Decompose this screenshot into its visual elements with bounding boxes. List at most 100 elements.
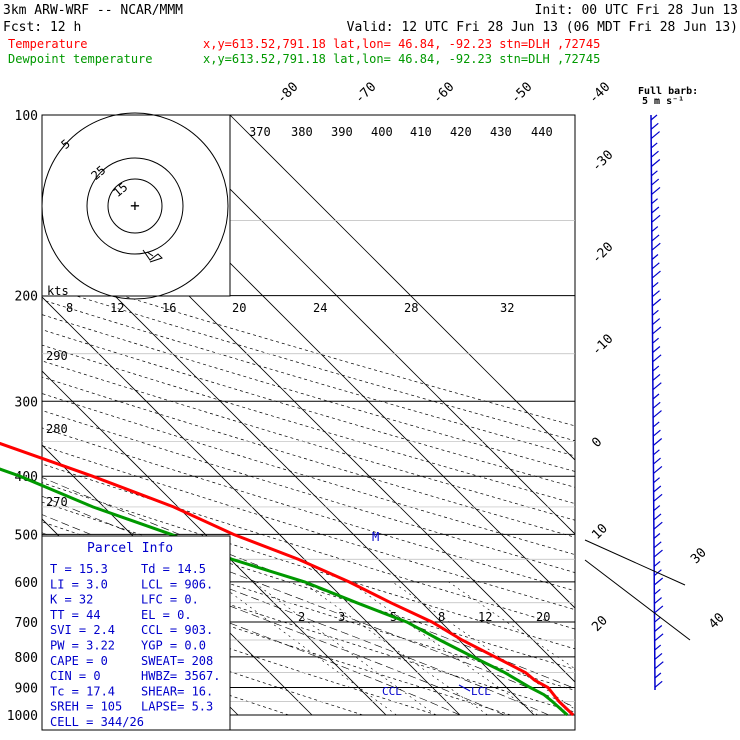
barb-speed-tick: 30 xyxy=(688,545,710,567)
wind-barb xyxy=(652,354,662,363)
temperature-series-line xyxy=(0,441,575,717)
parcel-info-right: HWBZ= 3567. xyxy=(141,669,220,683)
wind-barb xyxy=(651,270,661,279)
isotherm-line xyxy=(42,370,387,716)
wind-barb xyxy=(651,226,659,233)
wind-barb xyxy=(650,142,658,149)
wind-barbs: 30 40 xyxy=(584,114,728,691)
wind-barb xyxy=(650,122,659,130)
theta-label: 290 xyxy=(46,349,68,363)
wind-barb xyxy=(653,560,661,567)
isotherm-line xyxy=(155,115,575,535)
theta-label: 280 xyxy=(46,422,68,436)
wind-barb xyxy=(654,661,664,670)
mixing-ratio-line xyxy=(253,581,436,716)
wind-barb xyxy=(652,326,662,335)
pressure-label: 700 xyxy=(15,616,38,631)
pressure-label: 500 xyxy=(15,528,38,543)
barb-legend-line2: 5 m s⁻¹ xyxy=(642,96,684,107)
wind-barb xyxy=(653,457,661,465)
isotherm-label: -50 xyxy=(508,80,535,107)
wind-barb xyxy=(653,541,662,549)
wind-barb xyxy=(653,505,661,512)
parcel-info-right: LAPSE= 5.3 xyxy=(141,700,213,714)
lcl-pointer xyxy=(458,684,471,692)
parcel-info-panel: Parcel Info T = 15.3 Td = 14.5 LI = 3.0 LCL… xyxy=(41,535,231,731)
theta-label: 400 xyxy=(371,125,393,139)
hodograph-origin: + xyxy=(130,196,140,215)
wind-barb xyxy=(652,318,661,326)
isotherm-labels: -80 -70 -60 -50 -40 -30 -20 -10 0 10 20 xyxy=(274,80,616,635)
ccl-marker: CCL xyxy=(382,685,402,698)
speed-tick: 28 xyxy=(404,301,418,315)
wind-barb xyxy=(651,206,660,214)
mixing-ratio-line xyxy=(302,581,488,716)
wind-barb xyxy=(652,382,662,391)
parcel-info-left: Tc = 17.4 xyxy=(50,684,115,698)
wind-barb xyxy=(652,401,661,409)
wind-barb xyxy=(650,114,658,121)
speed-tick: 8 xyxy=(66,301,73,315)
wind-barb xyxy=(651,198,658,205)
parcel-info-rows: T = 15.3 Td = 14.5 LI = 3.0 LCL = 906. K = 3… xyxy=(50,562,220,729)
legend-temperature-info: x,y=613.52,791.18 lat,lon= 46.84, -92.23… xyxy=(203,37,600,51)
parcel-info-left: PW = 3.22 xyxy=(50,639,115,653)
wind-barb xyxy=(651,290,660,298)
wind-barb xyxy=(651,214,661,223)
legend-dewpoint-info: x,y=613.52,791.18 lat,lon= 46.84, -92.23… xyxy=(203,52,600,66)
wind-barb xyxy=(652,410,662,419)
parcel-info-right: LCL = 906. xyxy=(141,577,213,591)
theta-label: 370 xyxy=(249,125,271,139)
wind-barb xyxy=(654,605,664,614)
parcel-info-left: CELL = 344/26 xyxy=(50,715,144,729)
wind-barb xyxy=(652,438,663,446)
wind-barb xyxy=(653,449,660,456)
theta-label: 420 xyxy=(450,125,472,139)
isotherm-label: -20 xyxy=(589,240,616,267)
wind-barb xyxy=(653,577,664,586)
hodograph-ring xyxy=(41,112,229,300)
wind-barb xyxy=(654,644,662,651)
hodograph-trace xyxy=(142,249,163,263)
theta-label: 390 xyxy=(331,125,353,139)
wind-barb xyxy=(653,493,663,502)
wind-barb xyxy=(651,170,658,177)
isotherm-label: -40 xyxy=(586,80,613,107)
parcel-info-box xyxy=(41,535,231,731)
hodograph: 5 25 15 + kts xyxy=(41,112,231,300)
wind-barb xyxy=(652,393,660,400)
isotherm-label: 20 xyxy=(589,613,611,635)
pressure-label: 1000 xyxy=(7,709,38,724)
parcel-info-left: LI = 3.0 xyxy=(50,577,108,591)
wind-barb xyxy=(654,672,662,679)
mixing-ratio-label: 2 xyxy=(298,610,305,624)
valid-time: Valid: 12 UTC Fri 28 Jun 13 (06 MDT Fri … xyxy=(347,20,738,35)
hodograph-box xyxy=(41,114,231,297)
wind-barb xyxy=(653,588,661,595)
theta-label: 270 xyxy=(46,495,68,509)
parcel-info-left: SREH = 105 xyxy=(50,700,122,714)
theta-label: 430 xyxy=(490,125,512,139)
mixing-ratio-line xyxy=(216,581,397,716)
parcel-info-right: EL = 0. xyxy=(141,608,192,622)
wind-barb xyxy=(653,521,663,530)
wind-barb xyxy=(652,365,660,372)
speed-tick: 32 xyxy=(500,301,514,315)
theta-label: 440 xyxy=(531,125,553,139)
isotherm-label: 10 xyxy=(589,521,611,543)
init-time: Init: 00 UTC Fri 28 Jun 13 xyxy=(535,3,739,18)
pressure-label: 200 xyxy=(15,290,38,305)
wind-barb xyxy=(651,159,661,167)
parcel-info-left: TT = 44 xyxy=(50,608,101,622)
parcel-info-left: T = 15.3 xyxy=(50,562,108,576)
parcel-info-left: CAPE = 0 xyxy=(50,654,108,668)
wind-barb xyxy=(651,281,659,288)
isotherm-line xyxy=(42,222,535,716)
wind-barb xyxy=(654,597,662,605)
wind-barb xyxy=(654,680,663,688)
parcel-info-left: SVI = 2.4 xyxy=(50,623,115,637)
wind-barb xyxy=(653,513,662,521)
theta-left-labels: 290 280 270 xyxy=(46,349,68,509)
wind-barb xyxy=(652,429,661,437)
